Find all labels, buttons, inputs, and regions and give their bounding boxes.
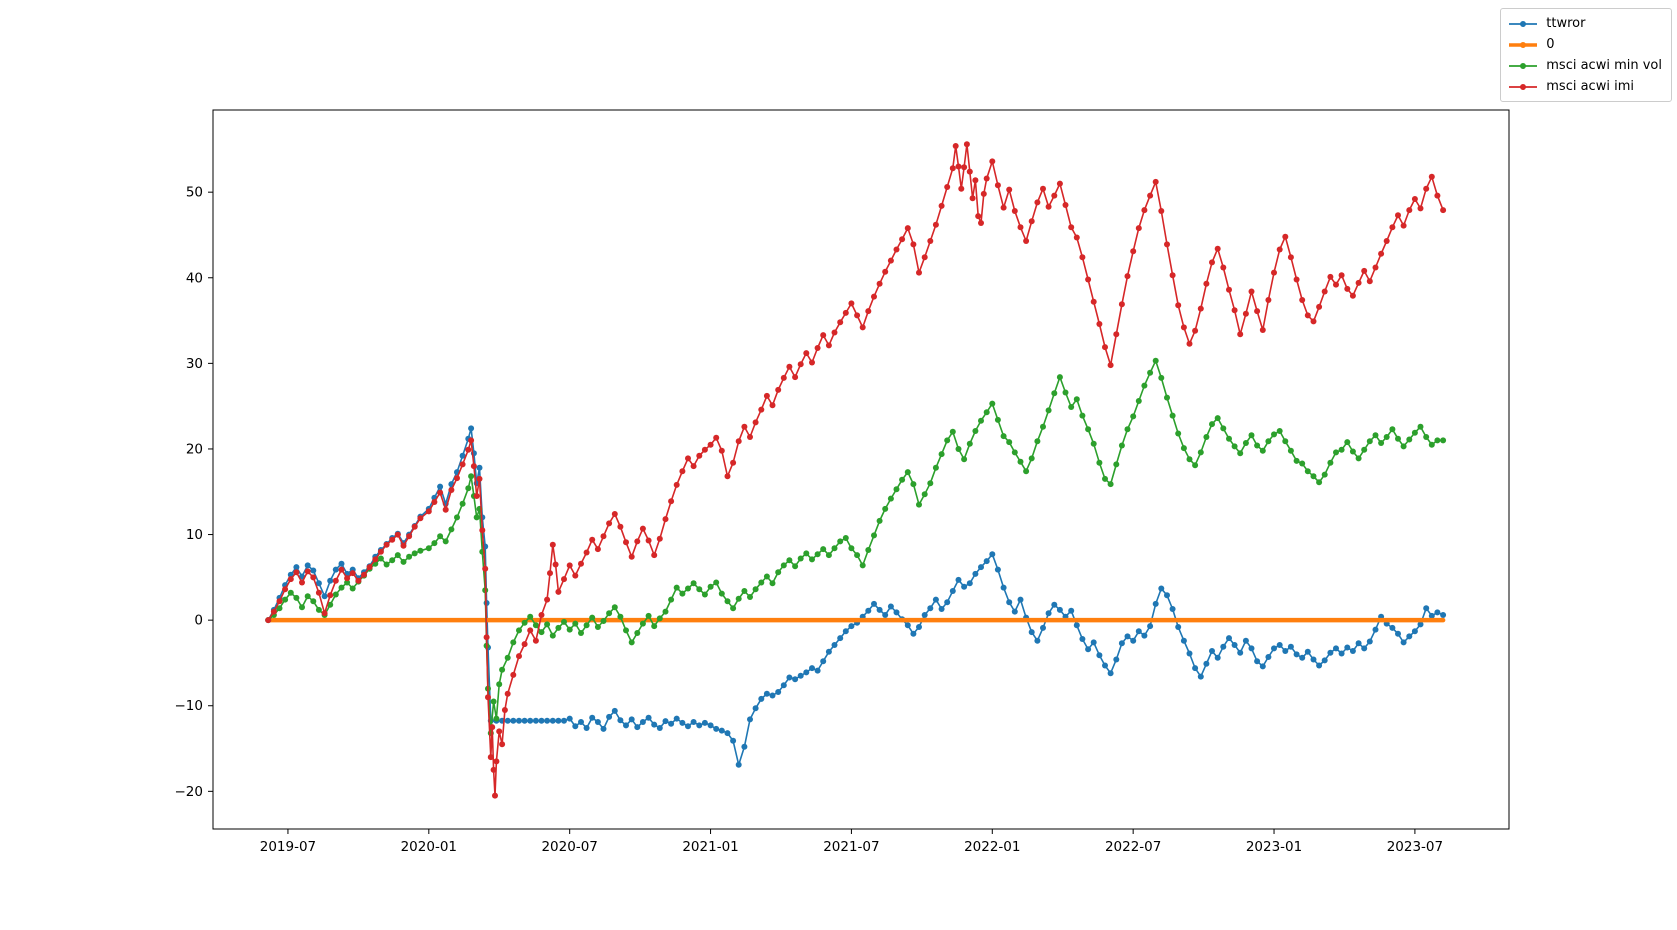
x-tick-label: 2019-07	[260, 839, 316, 855]
series-ttwror	[265, 425, 1447, 768]
legend-line-marker-icon	[1509, 83, 1538, 90]
y-tick-label: −10	[175, 698, 204, 714]
series-msci-acwi-min-vol	[265, 357, 1447, 737]
legend-item-msci-acwi-imi: msci acwi imi	[1508, 77, 1662, 96]
axes-frame	[212, 109, 1510, 830]
x-tick-label: 2021-07	[823, 839, 879, 855]
x-tick-label: 2020-07	[541, 839, 597, 855]
legend-item-ttwror: ttwror	[1508, 14, 1662, 33]
legend-label-msci-acwi-imi: msci acwi imi	[1546, 79, 1634, 94]
legend: ttwror 0 msci acwi min vol msci acwi imi	[1500, 8, 1672, 102]
series-msci-acwi-imi	[265, 141, 1447, 799]
x-tick-label: 2023-07	[1387, 839, 1443, 855]
y-tick-label: 30	[186, 356, 203, 372]
y-tick-label: 50	[186, 185, 203, 201]
y-tick-label: 0	[194, 613, 203, 629]
legend-label-ttwror: ttwror	[1546, 16, 1586, 31]
x-tick-label: 2022-07	[1105, 839, 1161, 855]
legend-label-msci-acwi-min-vol: msci acwi min vol	[1546, 58, 1662, 73]
x-tick-label: 2020-01	[401, 839, 457, 855]
x-tick-label: 2023-01	[1246, 839, 1302, 855]
legend-item-msci-acwi-min-vol: msci acwi min vol	[1508, 56, 1662, 75]
legend-item-zero: 0	[1508, 35, 1662, 54]
legend-line-marker-icon	[1509, 20, 1538, 27]
x-tick-label: 2021-01	[682, 839, 738, 855]
x-tick-label: 2022-01	[964, 839, 1020, 855]
y-tick-label: −20	[175, 784, 204, 800]
legend-line-marker-icon	[1509, 41, 1538, 48]
y-tick-label: 20	[186, 441, 203, 457]
y-tick-label: 40	[186, 270, 203, 286]
legend-label-zero: 0	[1546, 37, 1555, 52]
y-tick-label: 10	[186, 527, 203, 543]
legend-line-marker-icon	[1509, 62, 1538, 69]
